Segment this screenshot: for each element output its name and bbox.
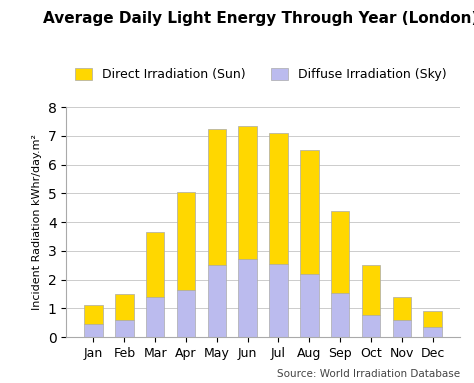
Bar — [331, 293, 349, 337]
Bar — [238, 260, 257, 337]
Bar — [300, 274, 319, 337]
Bar — [146, 232, 164, 297]
Bar — [362, 265, 380, 316]
Text: Source: World Irradiation Database: Source: World Irradiation Database — [277, 369, 460, 379]
Bar — [392, 297, 411, 320]
Bar — [84, 324, 103, 337]
Bar — [115, 320, 134, 337]
Bar — [423, 327, 442, 337]
Bar — [362, 316, 380, 337]
Y-axis label: Incident Radiation kWhr/day.m²: Incident Radiation kWhr/day.m² — [32, 134, 42, 310]
Bar — [269, 133, 288, 264]
Bar — [208, 129, 226, 265]
Legend: Direct Irradiation (Sun), Diffuse Irradiation (Sky): Direct Irradiation (Sun), Diffuse Irradi… — [74, 67, 447, 81]
Bar — [115, 294, 134, 320]
Bar — [146, 297, 164, 337]
Bar — [423, 311, 442, 327]
Bar — [208, 265, 226, 337]
Bar — [177, 290, 195, 337]
Bar — [177, 192, 195, 290]
Bar — [331, 211, 349, 293]
Bar — [84, 306, 103, 324]
Bar — [269, 264, 288, 337]
Text: Average Daily Light Energy Through Year (London): Average Daily Light Energy Through Year … — [43, 11, 474, 26]
Bar — [238, 126, 257, 260]
Bar — [300, 151, 319, 274]
Bar — [392, 320, 411, 337]
